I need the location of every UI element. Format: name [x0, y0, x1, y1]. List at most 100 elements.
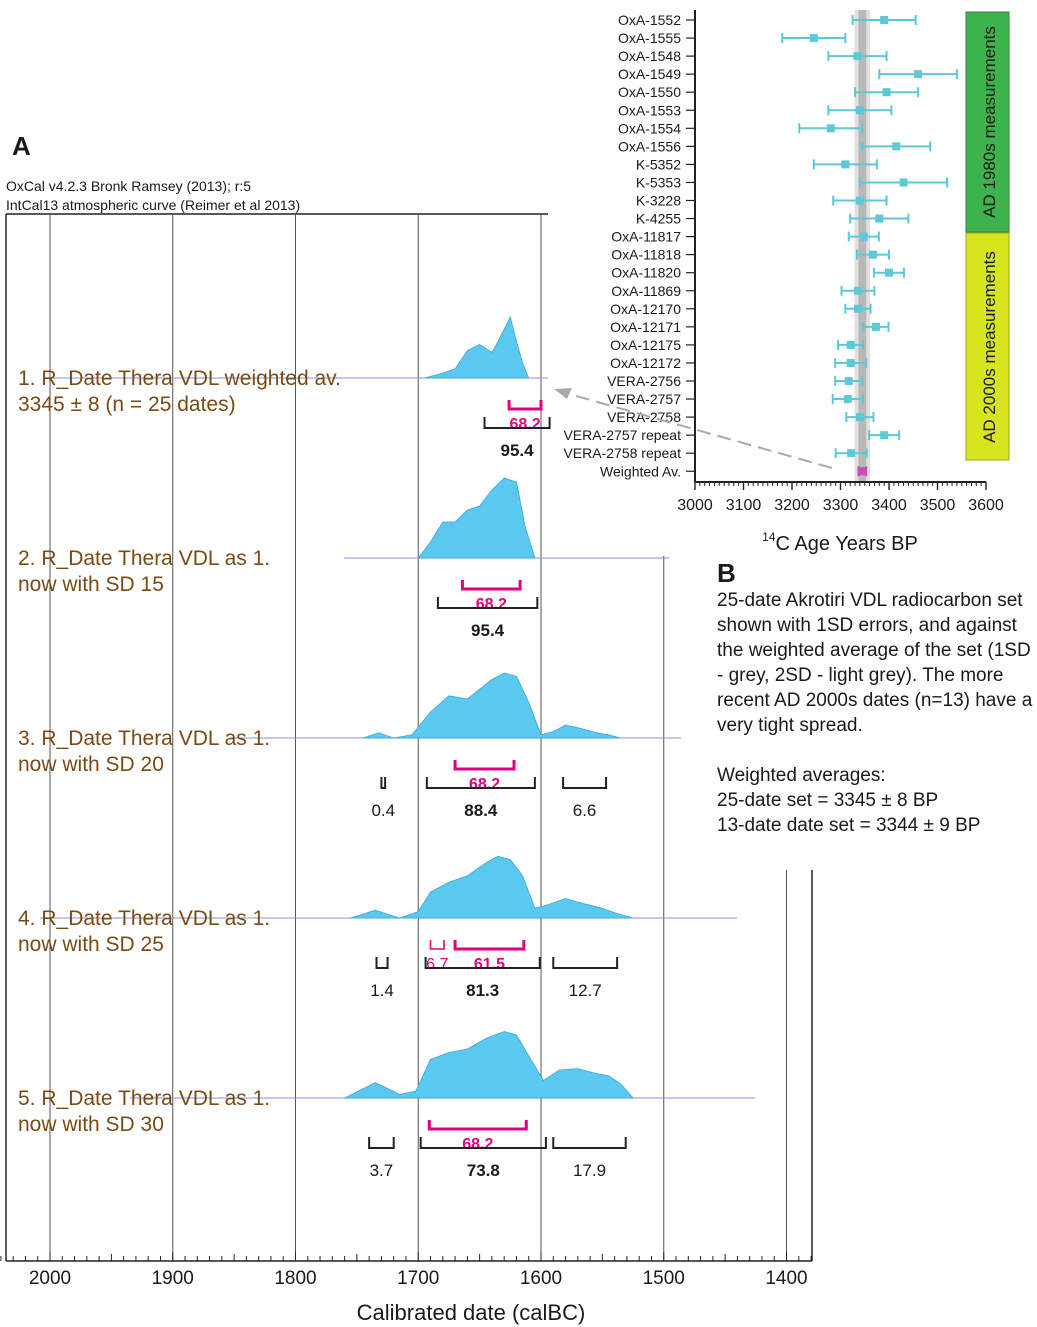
panel-a-row-labels: 1. R_Date Thera VDL weighted av. 3345 ± 8… — [18, 367, 341, 1136]
range-95-label: 3.7 — [370, 1161, 394, 1180]
data-point — [846, 340, 855, 349]
data-point — [871, 322, 880, 331]
panel-b-x-tick-label: 3300 — [823, 497, 859, 514]
sample-label: OxA-1550 — [618, 84, 681, 100]
range-95-bracket — [562, 777, 608, 789]
data-point — [855, 196, 864, 205]
data-point — [882, 88, 891, 97]
sample-label: K-3228 — [636, 193, 681, 209]
row-label-line2: now with SD 20 — [18, 753, 164, 776]
data-point — [885, 268, 893, 277]
range-95-bracket — [552, 1137, 627, 1149]
panel-b-x-tick-label: 3100 — [726, 497, 762, 514]
row-label-line2: now with SD 30 — [18, 1113, 164, 1136]
data-point — [853, 286, 862, 295]
sample-label: VERA-2756 — [607, 373, 681, 389]
data-point — [859, 232, 868, 241]
x-tick-label: 1800 — [274, 1268, 316, 1289]
distribution-area-3 — [362, 672, 621, 739]
intcal-curve-text: IntCal13 atmospheric curve (Reimer et al… — [6, 197, 300, 213]
data-point — [809, 34, 818, 43]
link-arrow-line — [561, 391, 833, 469]
panel-b-x-tick-label: 3000 — [677, 497, 713, 514]
row-label-line1: 5. R_Date Thera VDL as 1. — [18, 1087, 270, 1110]
data-point — [855, 106, 864, 115]
panel-b-x-tick-label: 3500 — [920, 497, 956, 514]
link-arrow-head — [554, 388, 572, 399]
range-95-label: 81.3 — [466, 981, 499, 1000]
data-point — [846, 358, 855, 367]
sample-label: K-5352 — [636, 156, 681, 172]
row-label-line2: now with SD 25 — [18, 933, 164, 956]
range-95-label: 73.8 — [467, 1161, 500, 1180]
data-point — [853, 52, 862, 61]
x-tick-label: 2000 — [29, 1268, 71, 1289]
x-tick-label: 1600 — [520, 1268, 562, 1289]
range-95-bracket — [552, 957, 619, 969]
sample-label: OxA-12175 — [610, 337, 681, 353]
range-95-bracket — [436, 597, 539, 609]
sample-label: OxA-12170 — [610, 301, 681, 317]
sample-label: K-4255 — [636, 211, 681, 227]
range-68-bracket — [427, 1120, 528, 1131]
band-1980s-label: AD 1980s measurements — [980, 26, 999, 218]
panel-b-x-axis-label: 14C Age Years BP — [762, 530, 918, 555]
range-95-label: 12.7 — [569, 981, 602, 1000]
data-point — [853, 304, 862, 313]
distribution-area-5 — [344, 1031, 634, 1099]
range-68-label: 68.2 — [476, 596, 507, 613]
data-point — [847, 449, 856, 458]
range-68-label: 68.2 — [509, 416, 540, 433]
x-tick-label: 1900 — [152, 1268, 194, 1289]
range-95-bracket — [368, 1137, 395, 1149]
range-95-bracket — [375, 957, 389, 969]
sample-label: OxA-1549 — [618, 66, 681, 82]
range-68-label: 68.2 — [469, 776, 500, 793]
data-point — [841, 160, 850, 169]
range-95-bracket — [483, 417, 551, 429]
panel-a-letter: A — [12, 131, 31, 161]
range-95-bracket — [380, 777, 387, 789]
sample-label: OxA-1552 — [618, 12, 681, 28]
data-point — [868, 250, 877, 259]
range-68-bracket — [507, 400, 543, 411]
data-point — [914, 70, 923, 79]
sample-label: OxA-1553 — [618, 102, 681, 118]
band-1980s — [965, 11, 1010, 233]
data-point — [899, 178, 908, 187]
data-point — [844, 377, 853, 385]
data-point — [880, 16, 889, 24]
data-point — [880, 431, 889, 440]
weighted-av-1sd-band — [858, 10, 867, 482]
range-68-label: 61.5 — [474, 956, 505, 973]
sample-label: OxA-11869 — [611, 283, 681, 299]
panel-a-x-axis-label: Calibrated date (calBC) — [357, 1300, 586, 1325]
weighted-averages-title: Weighted averages: — [717, 765, 886, 786]
panel-a-ranges: 68.2 95.4 68.2 95.4 68.2 0.4 88.4 6.6 6.7 61.5 1.4… — [368, 400, 627, 1180]
weighted-average-25: 25-date set = 3345 ± 8 BP — [717, 790, 939, 811]
weighted-av-point — [858, 467, 867, 476]
range-95-bracket — [425, 777, 536, 789]
panel-b-x-tick-label: 3600 — [968, 497, 1004, 514]
row-label-line1: 4. R_Date Thera VDL as 1. — [18, 907, 270, 930]
row-label-line1: 2. R_Date Thera VDL as 1. — [18, 547, 270, 570]
panel-b-x-tick-label: 3400 — [871, 497, 907, 514]
weighted-av-label: Weighted Av. — [600, 463, 681, 479]
sample-label: VERA-2758 repeat — [563, 445, 681, 461]
x-tick-label: 1500 — [643, 1268, 685, 1289]
panel-b-x-tick-label: 3200 — [774, 497, 810, 514]
range-68-bracket — [453, 760, 516, 771]
row-label-line2: now with SD 15 — [18, 573, 164, 596]
range-68-bracket — [460, 580, 522, 591]
row-label-line1: 1. R_Date Thera VDL weighted av. — [18, 367, 341, 390]
sample-label: VERA-2757 — [607, 391, 681, 407]
data-point — [843, 395, 852, 404]
range-95-label: 17.9 — [573, 1161, 606, 1180]
range-95-label: 0.4 — [371, 801, 395, 820]
oxcal-version-text: OxCal v4.2.3 Bronk Ramsey (2013); r:5 — [6, 178, 251, 194]
sample-label: OxA-12172 — [610, 355, 681, 371]
range-68-label: 68.2 — [462, 1136, 493, 1153]
range-68-label: 6.7 — [426, 956, 448, 973]
sample-label: OxA-11820 — [611, 265, 681, 281]
range-68-bracket — [453, 940, 526, 951]
